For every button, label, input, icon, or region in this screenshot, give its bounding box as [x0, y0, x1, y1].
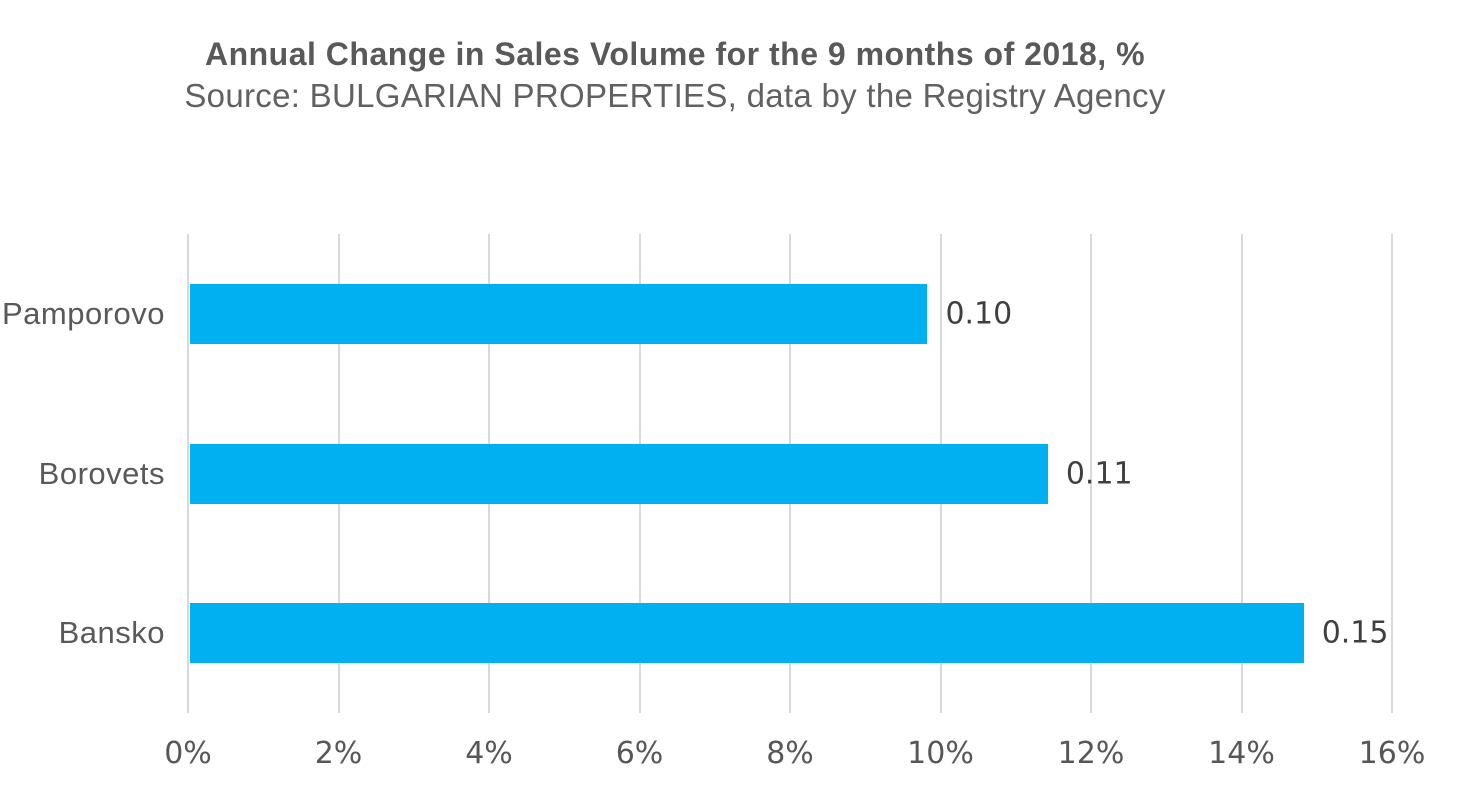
- gridline: [1090, 234, 1092, 713]
- x-axis-tick-label: 8%: [766, 736, 814, 771]
- data-label: 0.15: [1321, 615, 1389, 651]
- chart-subtitle: Source: BULGARIAN PROPERTIES, data by th…: [184, 76, 1166, 114]
- gridline: [1240, 234, 1243, 713]
- x-axis-tick-label: 14%: [1208, 736, 1275, 771]
- data-label: 0.10: [945, 296, 1013, 332]
- chart-title: Annual Change in Sales Volume for the 9 …: [204, 36, 1146, 72]
- gridline: [1391, 234, 1393, 713]
- bar-pamporovo: [190, 283, 928, 344]
- x-axis-tick-label: 6%: [615, 736, 664, 771]
- x-axis-tick-label: 10%: [907, 736, 974, 771]
- plot-area: 0.10 0.11 0.15: [187, 234, 1393, 713]
- x-axis-tick-label: 12%: [1057, 736, 1125, 771]
- bar-borovets: [190, 443, 1048, 504]
- category-label: Pamporovo: [1, 295, 165, 331]
- category-label: Borovets: [38, 455, 165, 491]
- x-axis-tick-label: 16%: [1358, 736, 1426, 771]
- chart-header: Annual Change in Sales Volume for the 9 …: [184, 36, 1165, 115]
- x-axis-tick-label: 4%: [465, 736, 513, 771]
- gridline: [187, 234, 189, 713]
- bar-bansko: [190, 603, 1304, 664]
- data-label: 0.11: [1065, 456, 1133, 491]
- x-axis-tick-label: 0%: [164, 736, 212, 771]
- x-axis-tick-label: 2%: [314, 736, 363, 771]
- category-label: Bansko: [58, 615, 165, 651]
